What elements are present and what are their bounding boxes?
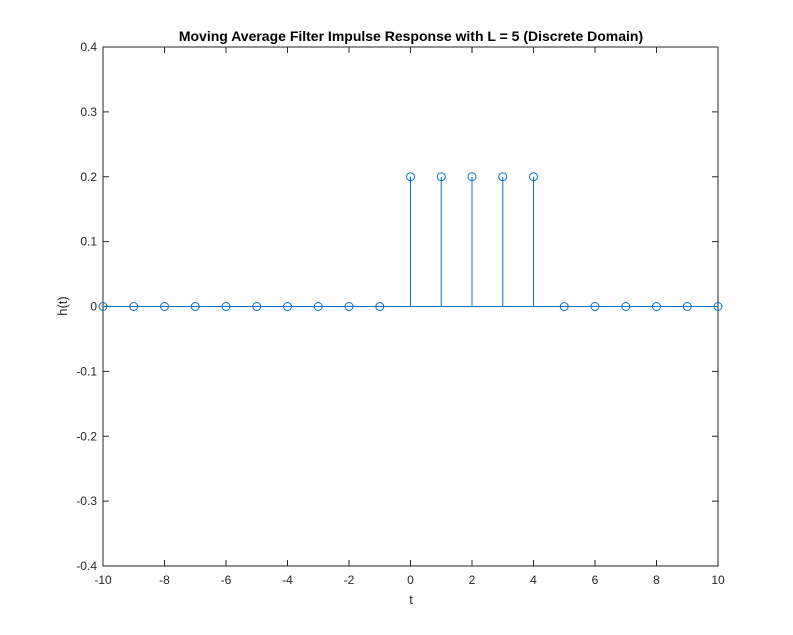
y-tick-label: -0.4 (76, 559, 97, 573)
y-tick-label: 0.1 (80, 235, 97, 249)
x-tick-label: 2 (469, 573, 476, 587)
y-tick-label: -0.1 (76, 364, 97, 378)
plot-area: -10 -8 -6 -4 -2 0 2 4 6 8 10 -0.4 -0.3 -0.2 -0.1 0 0.1 0.… (76, 40, 725, 587)
x-tick-label: -2 (344, 573, 355, 587)
y-tick-label: -0.3 (76, 494, 97, 508)
data-point-marker (590, 302, 600, 311)
data-point-marker (498, 172, 508, 182)
x-tick-label: 0 (407, 573, 414, 587)
data-point-marker (529, 172, 538, 182)
x-tick-label: -8 (159, 573, 170, 587)
y-tick-label: 0.2 (80, 170, 97, 184)
data-point-marker (467, 172, 477, 182)
data-point-marker (129, 302, 139, 311)
data-point-marker (375, 302, 385, 311)
x-axis-label: t (409, 592, 413, 607)
y-tick-label: 0.4 (80, 40, 97, 54)
x-tick-label: -6 (221, 573, 232, 587)
x-tick-label: 10 (711, 573, 725, 587)
data-point-marker (713, 302, 723, 311)
x-tick-label: -10 (94, 573, 112, 587)
data-point-marker (621, 302, 631, 311)
data-point-marker (682, 302, 692, 311)
y-tick-label: 0 (90, 300, 97, 314)
x-tick-label: 6 (592, 573, 599, 587)
y-axis-label: h(t) (55, 296, 70, 316)
data-point-marker (559, 302, 569, 311)
data-point-marker (313, 302, 323, 311)
data-point-marker (98, 302, 108, 311)
data-point-marker (283, 302, 292, 311)
chart-title: Moving Average Filter Impulse Response w… (179, 28, 643, 44)
x-tick-label: 8 (653, 573, 660, 587)
data-point-marker (436, 172, 446, 182)
data-point-marker (252, 302, 262, 311)
data-point-marker (221, 302, 231, 311)
x-tick-label: 4 (530, 573, 537, 587)
y-tick-label: -0.2 (76, 429, 97, 443)
x-tick-label: -4 (282, 573, 293, 587)
data-point-marker (190, 302, 200, 311)
data-point-marker (344, 302, 354, 311)
data-point-marker (406, 172, 415, 182)
y-tick-label: 0.3 (80, 105, 97, 119)
data-point-marker (652, 302, 661, 311)
data-point-marker (160, 302, 169, 311)
